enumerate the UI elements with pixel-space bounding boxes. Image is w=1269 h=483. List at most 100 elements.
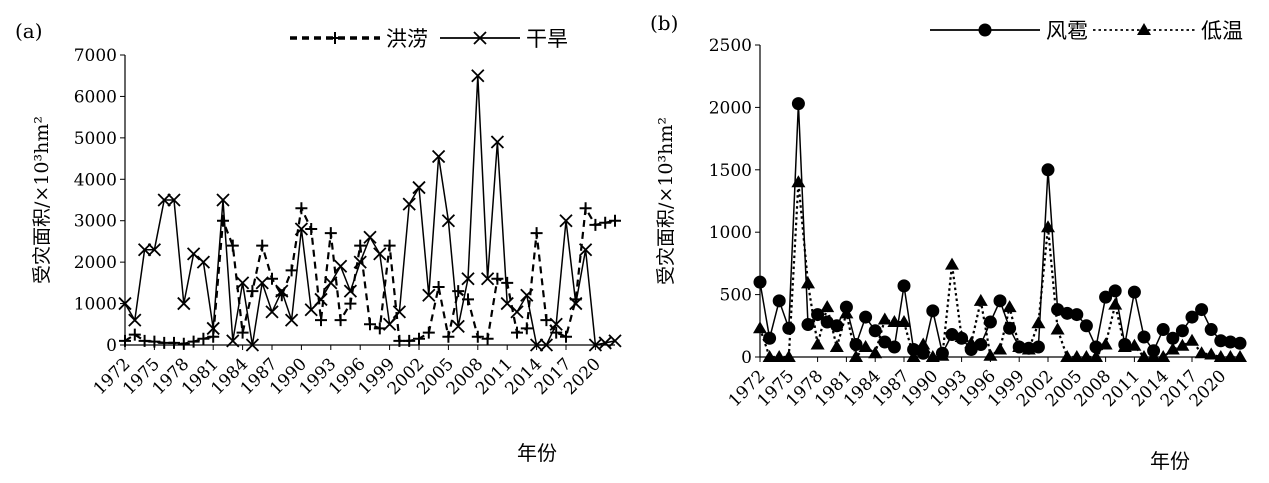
series-hail-point (974, 338, 988, 352)
series-flood-point (501, 276, 514, 289)
series-low-temp-point (772, 350, 787, 362)
series-drought-point (559, 214, 573, 228)
legend-marker (329, 32, 341, 44)
series-drought-point (177, 296, 191, 311)
series-low-temp-point (1127, 338, 1142, 351)
series-drought-point (461, 272, 475, 286)
series-flood-point (511, 326, 523, 339)
y-tick-label: 5000 (74, 129, 117, 149)
series-flood-point (177, 337, 190, 350)
series-low-temp-point (829, 340, 844, 353)
series-flood-point (197, 332, 210, 345)
y-tick-label: 1000 (74, 295, 117, 315)
series-low-temp-point (1069, 350, 1084, 362)
series-drought-point (363, 230, 377, 244)
series-low-temp-point (839, 306, 854, 319)
series-hail-point (926, 304, 940, 318)
series-low-temp-point (1165, 342, 1180, 355)
series-flood-point (354, 239, 367, 252)
series-drought-point (255, 276, 269, 290)
series-flood-point (119, 334, 131, 347)
y-tick-label: 2500 (709, 36, 752, 56)
legend-marker (1137, 23, 1151, 35)
panel-label: (b) (650, 11, 678, 35)
series-drought-point (314, 292, 328, 307)
legend-marker (978, 23, 992, 37)
series-low-temp-point (973, 293, 988, 306)
series-flood-point (236, 326, 249, 339)
series-flood-point (599, 216, 612, 229)
series-drought-point (216, 193, 230, 207)
series-low-temp-point (820, 300, 835, 313)
series-hail-point (1127, 285, 1141, 299)
series-hail-point (1175, 324, 1189, 338)
series-drought-point (147, 243, 162, 257)
series-hail-point (1214, 334, 1228, 348)
series-drought-point (431, 149, 446, 164)
series-drought-point (529, 338, 544, 352)
series-low-temp-point (1137, 350, 1151, 362)
series-low-temp-point (935, 348, 950, 361)
series-low-temp-point (1194, 346, 1209, 359)
series-drought-point (324, 276, 338, 290)
series-drought-point (382, 317, 397, 331)
series-flood (119, 202, 621, 350)
series-low-temp-point (1031, 316, 1046, 329)
series-low-temp-point (906, 350, 921, 362)
y-tick-label: 7000 (74, 46, 117, 66)
series-flood-point (324, 227, 337, 240)
series-low-temp-point (753, 321, 767, 334)
series-flood-point (403, 334, 416, 347)
series-drought-point (480, 272, 495, 286)
series-flood-point (256, 239, 269, 252)
series-hail-point (1041, 163, 1055, 177)
series-drought-point (294, 222, 309, 236)
series-drought-point (353, 255, 367, 269)
legend-label: 低温 (1201, 19, 1243, 43)
series-flood-point (334, 314, 347, 327)
series-drought-point (235, 276, 250, 290)
series-flood-point (383, 239, 396, 252)
series-low-temp (753, 175, 1247, 362)
series-hail-point (1195, 303, 1209, 317)
panel-label: (a) (15, 19, 43, 43)
series-hail-point (1185, 310, 1199, 324)
series-flood-point (481, 332, 494, 345)
series-flood-point (187, 335, 200, 348)
series-flood-point (413, 332, 425, 345)
series-flood-point (266, 272, 278, 285)
series-drought (118, 69, 622, 352)
series-low-temp-point (1108, 297, 1123, 310)
series-low-temp-point (945, 257, 959, 270)
series-low-temp-point (1089, 350, 1103, 362)
series-drought-point (451, 319, 465, 333)
series-drought-point (539, 338, 554, 352)
series-drought-line (124, 75, 616, 346)
series-drought-point (128, 313, 142, 327)
series-low-temp-point (1146, 350, 1161, 362)
y-tick-label: 3000 (74, 212, 117, 232)
series-flood-point (344, 297, 357, 310)
series-hail-point (1108, 284, 1122, 298)
series-drought-point (118, 296, 132, 311)
series-low-temp-point (964, 336, 979, 349)
series-hail-point (801, 318, 815, 332)
series-low-temp-point (1098, 337, 1113, 350)
series-low-temp-point (954, 330, 969, 343)
series-hail-point (1156, 323, 1170, 337)
series-hail-point (763, 331, 777, 345)
series-drought-point (186, 247, 201, 261)
series-hail-point (1079, 319, 1093, 333)
series-low-temp-point (1117, 340, 1132, 353)
series-hail-point (791, 97, 805, 111)
series-low-temp-point (858, 340, 873, 353)
series-flood-point (422, 326, 435, 339)
chart-panel-b: (b)05001000150020002500受灾面积/×10³hm²19721… (650, 11, 1247, 473)
series-hail-point (1060, 306, 1074, 320)
series-flood-point (217, 214, 229, 227)
series-drought-point (167, 193, 181, 207)
series-hail-point (1137, 330, 1151, 344)
series-low-temp-point (781, 350, 796, 362)
series-drought-point (284, 313, 299, 327)
